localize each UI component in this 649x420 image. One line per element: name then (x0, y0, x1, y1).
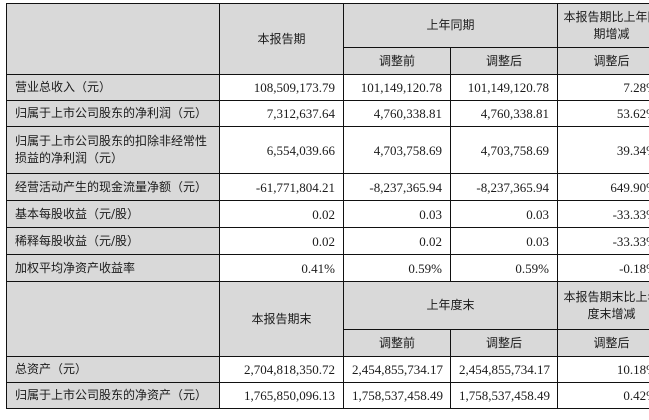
table-row: 归属于上市公司股东的净资产（元） 1,765,850,096.13 1,758,… (6, 382, 649, 409)
table1-header-prior-group: 上年同期 (342, 3, 559, 48)
row-label: 归属于上市公司股东的净利润（元） (6, 100, 220, 127)
current-value: 6,554,039.66 (219, 126, 344, 174)
table2-header-change-after-adj: 调整后 (557, 329, 649, 357)
table1-header-before-adj: 调整前 (343, 47, 451, 75)
change-value: 39.34% (557, 126, 649, 174)
before-adj-value: 1,758,537,458.49 (343, 382, 451, 409)
change-value: 7.28% (557, 74, 649, 101)
change-value: 53.62% (557, 100, 649, 127)
current-value: -61,771,804.21 (219, 173, 344, 201)
after-adj-value: 2,454,855,734.17 (449, 356, 559, 383)
table-row: 加权平均净资产收益率 0.41% 0.59% 0.59% -0.18% (6, 254, 649, 282)
table-row: 归属于上市公司股东的净利润（元） 7,312,637.64 4,760,338.… (6, 100, 649, 127)
row-label: 基本每股收益（元/股） (6, 200, 220, 228)
table-row: 总资产（元） 2,704,818,350.72 2,454,855,734.17… (6, 356, 649, 383)
table2-corner-cell (6, 281, 220, 357)
table2-header-change-group: 本报告期末比上年度末增减 (557, 281, 649, 330)
table-row: 基本每股收益（元/股） 0.02 0.03 0.03 -33.33% (6, 200, 649, 228)
financial-summary-table: 本报告期 上年同期 本报告期比上年同期增减 调整前 调整后 调整后 营业总收入（… (6, 3, 649, 409)
current-value: 0.41% (219, 254, 344, 282)
after-adj-value: 0.03 (449, 200, 559, 228)
current-value: 1,765,850,096.13 (219, 382, 344, 409)
change-value: 0.42% (557, 382, 649, 409)
table1-header-change-group: 本报告期比上年同期增减 (557, 3, 649, 48)
row-label: 营业总收入（元） (6, 74, 220, 101)
change-value: 649.90% (557, 173, 649, 201)
after-adj-value: 1,758,537,458.49 (449, 382, 559, 409)
after-adj-value: 101,149,120.78 (449, 74, 559, 101)
row-label: 总资产（元） (6, 356, 220, 383)
before-adj-value: 0.03 (343, 200, 451, 228)
row-label: 加权平均净资产收益率 (6, 254, 220, 282)
table1-header-after-adj: 调整后 (449, 47, 559, 75)
current-value: 7,312,637.64 (219, 100, 344, 127)
table2-header-current: 本报告期末 (219, 281, 344, 357)
table-row: 营业总收入（元） 108,509,173.79 101,149,120.78 1… (6, 74, 649, 101)
table1-subheader-row: 调整前 调整后 调整后 (7, 47, 649, 75)
row-label: 归属于上市公司股东的净资产（元） (6, 382, 220, 409)
before-adj-value: 4,703,758.69 (343, 126, 451, 174)
table-row: 稀释每股收益（元/股） 0.02 0.02 0.03 -33.33% (6, 227, 649, 255)
current-value: 108,509,173.79 (219, 74, 344, 101)
table-row: 经营活动产生的现金流量净额（元） -61,771,804.21 -8,237,3… (6, 173, 649, 201)
after-adj-value: 4,703,758.69 (449, 126, 559, 174)
table-row: 归属于上市公司股东的扣除非经常性损益的净利润（元） 6,554,039.66 4… (6, 126, 649, 174)
table2-header-row: 本报告期末 上年度末 本报告期末比上年度末增减 (6, 281, 649, 357)
before-adj-value: 2,454,855,734.17 (343, 356, 451, 383)
current-value: 0.02 (219, 200, 344, 228)
before-adj-value: 4,760,338.81 (343, 100, 451, 127)
after-adj-value: 0.59% (449, 254, 559, 282)
table2-header-after-adj: 调整后 (449, 329, 559, 357)
change-value: 10.18% (557, 356, 649, 383)
change-value: -33.33% (557, 227, 649, 255)
row-label: 归属于上市公司股东的扣除非经常性损益的净利润（元） (6, 126, 220, 174)
after-adj-value: -8,237,365.94 (449, 173, 559, 201)
before-adj-value: 101,149,120.78 (343, 74, 451, 101)
before-adj-value: 0.59% (343, 254, 451, 282)
row-label: 稀释每股收益（元/股） (6, 227, 220, 255)
table1-corner-cell (6, 3, 220, 75)
before-adj-value: -8,237,365.94 (343, 173, 451, 201)
current-value: 2,704,818,350.72 (219, 356, 344, 383)
row-label: 经营活动产生的现金流量净额（元） (6, 173, 220, 201)
change-value: -33.33% (557, 200, 649, 228)
after-adj-value: 4,760,338.81 (449, 100, 559, 127)
after-adj-value: 0.03 (449, 227, 559, 255)
table1-header-current: 本报告期 (219, 3, 344, 75)
current-value: 0.02 (219, 227, 344, 255)
table1-header-row: 本报告期 上年同期 本报告期比上年同期增减 (6, 3, 649, 75)
table1-header-change-after-adj: 调整后 (557, 47, 649, 75)
table2-header-prior-group: 上年度末 (342, 281, 559, 330)
before-adj-value: 0.02 (343, 227, 451, 255)
change-value: -0.18% (557, 254, 649, 282)
table2-header-before-adj: 调整前 (343, 329, 451, 357)
